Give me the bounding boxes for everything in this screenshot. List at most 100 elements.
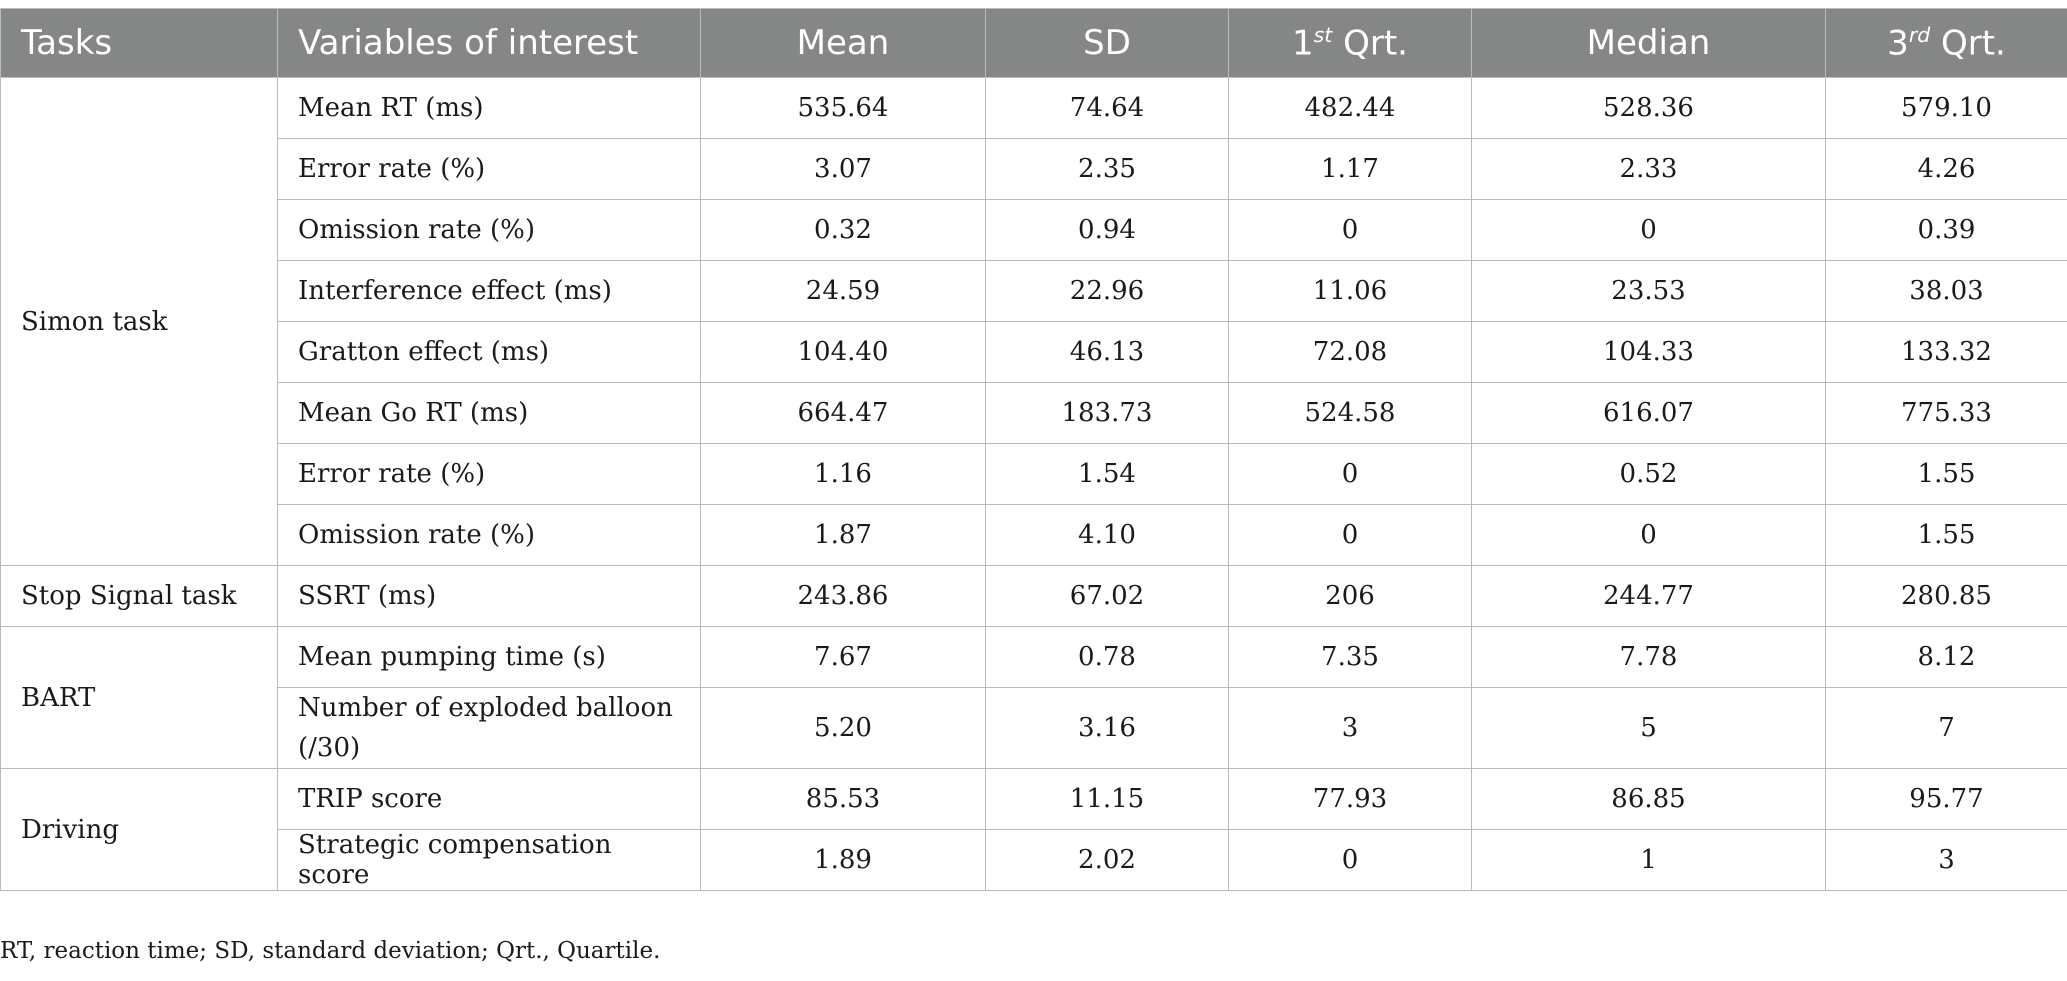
variable-cell: Interference effect (ms) [277,260,701,322]
sd-cell: 183.73 [985,382,1229,444]
table-row: Strategic compensation score 1.89 2.02 0… [1,829,2067,891]
header-median: Median [1471,8,1826,78]
median-cell: 528.36 [1471,77,1826,139]
sd-cell: 2.35 [985,138,1229,200]
mean-cell: 535.64 [700,77,986,139]
table-row: Driving TRIP score 85.53 11.15 77.93 86.… [0,768,2067,891]
q1-cell: 524.58 [1228,382,1472,444]
q1-cell: 7.35 [1228,626,1472,688]
mean-cell: 1.16 [700,443,986,505]
table-row: Omission rate (%) 0.32 0.94 0 0 0.39 [1,199,2067,261]
variable-cell: Mean RT (ms) [277,77,701,139]
header-tasks: Tasks [0,8,278,78]
q1-cell: 77.93 [1228,768,1472,830]
q1-cell: 3 [1228,687,1472,769]
q3-cell: 280.85 [1825,565,2067,627]
table-row: Error rate (%) 3.07 2.35 1.17 2.33 4.26 [1,138,2067,200]
sd-cell: 0.78 [985,626,1229,688]
table-row: Mean Go RT (ms) 664.47 183.73 524.58 616… [1,382,2067,444]
header-row: Tasks Variables of interest Mean SD 1st … [0,8,2067,78]
mean-cell: 7.67 [700,626,986,688]
q3-cell: 0.39 [1825,199,2067,261]
variable-cell: Omission rate (%) [277,199,701,261]
q1-cell: 0 [1228,829,1472,891]
table-row: Interference effect (ms) 24.59 22.96 11.… [1,260,2067,322]
table-row: Gratton effect (ms) 104.40 46.13 72.08 1… [1,321,2067,383]
table-row: Number of exploded balloon (/30) 5.20 3.… [1,687,2067,769]
median-cell: 0.52 [1471,443,1826,505]
table-footnote: RT, reaction time; SD, standard deviatio… [0,938,661,964]
sd-cell: 46.13 [985,321,1229,383]
q1-cell: 482.44 [1228,77,1472,139]
header-variables: Variables of interest [277,8,701,78]
table-row: Simon task Mean RT (ms) 535.64 74.64 482… [0,77,2067,566]
q3-cell: 7 [1825,687,2067,769]
median-cell: 104.33 [1471,321,1826,383]
mean-cell: 1.89 [700,829,986,891]
sd-cell: 3.16 [985,687,1229,769]
mean-cell: 104.40 [700,321,986,383]
statistics-table: Tasks Variables of interest Mean SD 1st … [0,8,2067,891]
median-cell: 1 [1471,829,1826,891]
q3-cell: 38.03 [1825,260,2067,322]
task-cell: Stop Signal task [0,565,278,627]
variable-cell: Mean pumping time (s) [277,626,701,688]
sd-cell: 22.96 [985,260,1229,322]
variable-cell: TRIP score [277,768,701,830]
median-cell: 7.78 [1471,626,1826,688]
sd-cell: 1.54 [985,443,1229,505]
header-sd: SD [985,8,1229,78]
mean-cell: 664.47 [700,382,986,444]
median-cell: 86.85 [1471,768,1826,830]
q3-cell: 8.12 [1825,626,2067,688]
median-cell: 0 [1471,504,1826,566]
variable-cell: Mean Go RT (ms) [277,382,701,444]
mean-cell: 0.32 [700,199,986,261]
q1-cell: 206 [1228,565,1472,627]
median-cell: 5 [1471,687,1826,769]
variable-cell: Strategic compensation score [277,829,701,891]
sd-cell: 67.02 [985,565,1229,627]
q1-cell: 1.17 [1228,138,1472,200]
table-row: Stop Signal task SSRT (ms) 243.86 67.02 … [0,565,2067,627]
variable-cell: Error rate (%) [277,138,701,200]
median-cell: 2.33 [1471,138,1826,200]
q1-cell: 72.08 [1228,321,1472,383]
sd-cell: 0.94 [985,199,1229,261]
q3-cell: 775.33 [1825,382,2067,444]
q1-cell: 11.06 [1228,260,1472,322]
median-cell: 0 [1471,199,1826,261]
table-row: BART Mean pumping time (s) 7.67 0.78 7.3… [0,626,2067,769]
mean-cell: 3.07 [700,138,986,200]
q3-cell: 579.10 [1825,77,2067,139]
mean-cell: 5.20 [700,687,986,769]
header-first-quartile: 1st Qrt. [1228,8,1472,78]
q1-cell: 0 [1228,504,1472,566]
median-cell: 244.77 [1471,565,1826,627]
q3-cell: 95.77 [1825,768,2067,830]
sd-cell: 4.10 [985,504,1229,566]
task-cell: BART [0,626,278,769]
mean-cell: 85.53 [700,768,986,830]
q1-cell: 0 [1228,199,1472,261]
table-row: Error rate (%) 1.16 1.54 0 0.52 1.55 [1,443,2067,505]
median-cell: 616.07 [1471,382,1826,444]
task-cell: Driving [0,768,278,891]
q1-cell: 0 [1228,443,1472,505]
header-third-quartile: 3rd Qrt. [1825,8,2067,78]
task-cell: Simon task [0,77,278,566]
variable-cell: Omission rate (%) [277,504,701,566]
mean-cell: 243.86 [700,565,986,627]
variable-cell: Number of exploded balloon (/30) [277,687,701,769]
mean-cell: 1.87 [700,504,986,566]
header-mean: Mean [700,8,986,78]
q3-cell: 133.32 [1825,321,2067,383]
mean-cell: 24.59 [700,260,986,322]
variable-cell: Error rate (%) [277,443,701,505]
q3-cell: 1.55 [1825,443,2067,505]
variable-cell: SSRT (ms) [277,565,701,627]
q3-cell: 1.55 [1825,504,2067,566]
q3-cell: 3 [1825,829,2067,891]
q3-cell: 4.26 [1825,138,2067,200]
sd-cell: 11.15 [985,768,1229,830]
